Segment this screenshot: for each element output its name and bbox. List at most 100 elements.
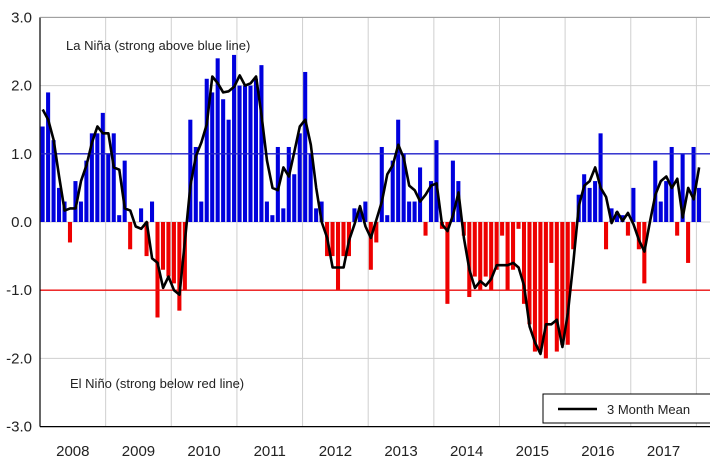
monthly-bar bbox=[67, 222, 73, 243]
monthly-bar bbox=[511, 222, 516, 270]
monthly-bar bbox=[604, 222, 609, 250]
monthly-bar bbox=[609, 208, 614, 222]
monthly-bar bbox=[232, 54, 237, 222]
monthly-bar bbox=[297, 133, 302, 222]
monthly-bar bbox=[494, 222, 499, 270]
monthly-bar bbox=[489, 222, 494, 291]
monthly-bar bbox=[625, 222, 630, 236]
monthly-bar bbox=[308, 153, 313, 222]
x-tick-label: 2008 bbox=[56, 443, 89, 460]
monthly-bar bbox=[221, 99, 226, 222]
monthly-bar bbox=[57, 187, 62, 222]
three-month-mean-line bbox=[41, 74, 701, 356]
monthly-bar bbox=[554, 222, 559, 352]
monthly-bar bbox=[571, 222, 576, 250]
monthly-bar bbox=[100, 112, 105, 222]
bars bbox=[40, 54, 702, 359]
monthly-bar bbox=[636, 222, 641, 250]
x-tick-label: 2010 bbox=[187, 443, 220, 460]
monthly-bar bbox=[516, 222, 521, 229]
monthly-bar bbox=[675, 222, 680, 236]
x-tick-label: 2013 bbox=[384, 443, 417, 460]
monthly-bar bbox=[582, 174, 587, 222]
monthly-bar bbox=[587, 187, 592, 222]
monthly-bar bbox=[560, 222, 565, 345]
monthly-bar bbox=[275, 146, 280, 222]
y-tick-label: 2.0 bbox=[11, 78, 32, 95]
monthly-bar bbox=[46, 92, 51, 222]
monthly-bar bbox=[144, 222, 149, 257]
axes: 3.0 2.0 1.0 0.0 -1.0 -2.0 -3.0 2008 2009 2010 2011… bbox=[6, 9, 710, 460]
y-tick-label: -2.0 bbox=[6, 350, 32, 367]
x-tick-label: 2014 bbox=[450, 443, 483, 460]
monthly-bar bbox=[450, 160, 455, 222]
x-tick-label: 2012 bbox=[319, 443, 352, 460]
monthly-bar bbox=[226, 119, 231, 222]
monthly-bar bbox=[193, 146, 198, 222]
legend: 3 Month Mean bbox=[542, 393, 710, 424]
monthly-bar bbox=[111, 133, 116, 222]
monthly-bar bbox=[467, 222, 472, 298]
monthly-bar bbox=[538, 222, 543, 352]
monthly-bar bbox=[374, 222, 379, 243]
monthly-bar bbox=[253, 78, 258, 222]
monthly-bar bbox=[117, 215, 122, 222]
monthly-bar bbox=[292, 174, 297, 222]
monthly-bar bbox=[150, 201, 155, 222]
monthly-bar bbox=[428, 181, 434, 222]
monthly-bar bbox=[314, 208, 319, 222]
monthly-bar bbox=[106, 153, 111, 222]
monthly-bar bbox=[286, 146, 291, 222]
monthly-bar bbox=[614, 211, 620, 222]
x-tick-label: 2015 bbox=[516, 443, 549, 460]
monthly-bar bbox=[155, 222, 160, 318]
monthly-bar bbox=[199, 201, 204, 222]
monthly-bar bbox=[407, 201, 412, 222]
monthly-bar bbox=[445, 222, 450, 304]
monthly-bar bbox=[177, 222, 182, 311]
la-nina-annotation: La Niña (strong above blue line) bbox=[66, 38, 250, 53]
monthly-bar bbox=[171, 222, 176, 284]
monthly-bar bbox=[549, 222, 554, 263]
monthly-bar bbox=[281, 208, 286, 222]
y-tick-label: 0.0 bbox=[11, 214, 32, 231]
monthly-bar bbox=[680, 153, 685, 222]
monthly-bar bbox=[418, 167, 423, 222]
monthly-bar bbox=[669, 146, 674, 222]
monthly-bar bbox=[128, 222, 133, 250]
reference-lines bbox=[40, 153, 710, 291]
monthly-bar bbox=[478, 222, 483, 291]
monthly-bar bbox=[215, 58, 220, 222]
x-tick-label: 2009 bbox=[122, 443, 155, 460]
y-tick-label: 3.0 bbox=[11, 9, 32, 26]
monthly-bar bbox=[390, 160, 395, 222]
monthly-bar bbox=[341, 222, 346, 257]
monthly-bar bbox=[210, 92, 215, 222]
monthly-bar bbox=[385, 215, 390, 222]
monthly-bar bbox=[357, 208, 362, 222]
monthly-bar bbox=[396, 119, 401, 222]
y-tick-label: -1.0 bbox=[6, 282, 32, 299]
x-tick-label: 2011 bbox=[254, 443, 286, 460]
monthly-bar bbox=[565, 222, 570, 345]
monthly-bar bbox=[412, 201, 417, 222]
monthly-bar bbox=[264, 201, 269, 222]
monthly-bar bbox=[335, 222, 341, 291]
monthly-bar bbox=[527, 222, 532, 325]
monthly-bar bbox=[51, 140, 56, 222]
monthly-bar bbox=[160, 222, 166, 270]
monthly-bar bbox=[483, 222, 488, 277]
monthly-bar bbox=[697, 187, 702, 222]
monthly-bar bbox=[598, 133, 603, 222]
monthly-bar bbox=[204, 78, 209, 222]
monthly-bar bbox=[352, 208, 357, 222]
monthly-bar bbox=[500, 222, 505, 236]
monthly-bar bbox=[593, 181, 598, 222]
monthly-bar bbox=[532, 222, 537, 352]
monthly-bar bbox=[166, 222, 171, 277]
monthly-bar bbox=[84, 160, 89, 222]
monthly-bar bbox=[631, 187, 636, 222]
monthly-bar bbox=[505, 222, 510, 291]
monthly-bar bbox=[653, 160, 658, 222]
